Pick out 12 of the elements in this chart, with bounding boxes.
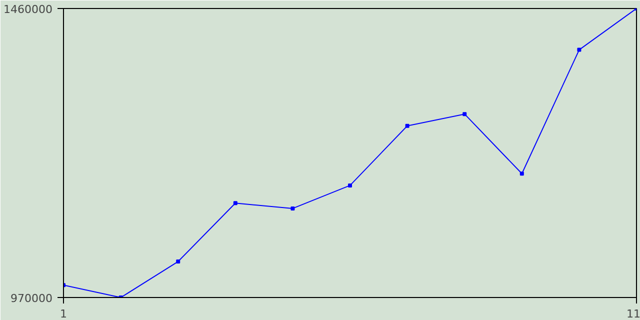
y-tick-label: 1460000 bbox=[4, 3, 53, 16]
point bbox=[577, 48, 582, 52]
x-tick-label: 11 bbox=[626, 308, 640, 320]
point bbox=[290, 206, 295, 210]
point bbox=[233, 201, 238, 206]
point bbox=[462, 112, 467, 116]
point bbox=[405, 124, 410, 128]
x-tick-label: 1 bbox=[60, 308, 67, 320]
point bbox=[348, 183, 352, 188]
point bbox=[176, 260, 180, 264]
point bbox=[520, 172, 524, 176]
y-tick-label: 970000 bbox=[10, 292, 53, 305]
